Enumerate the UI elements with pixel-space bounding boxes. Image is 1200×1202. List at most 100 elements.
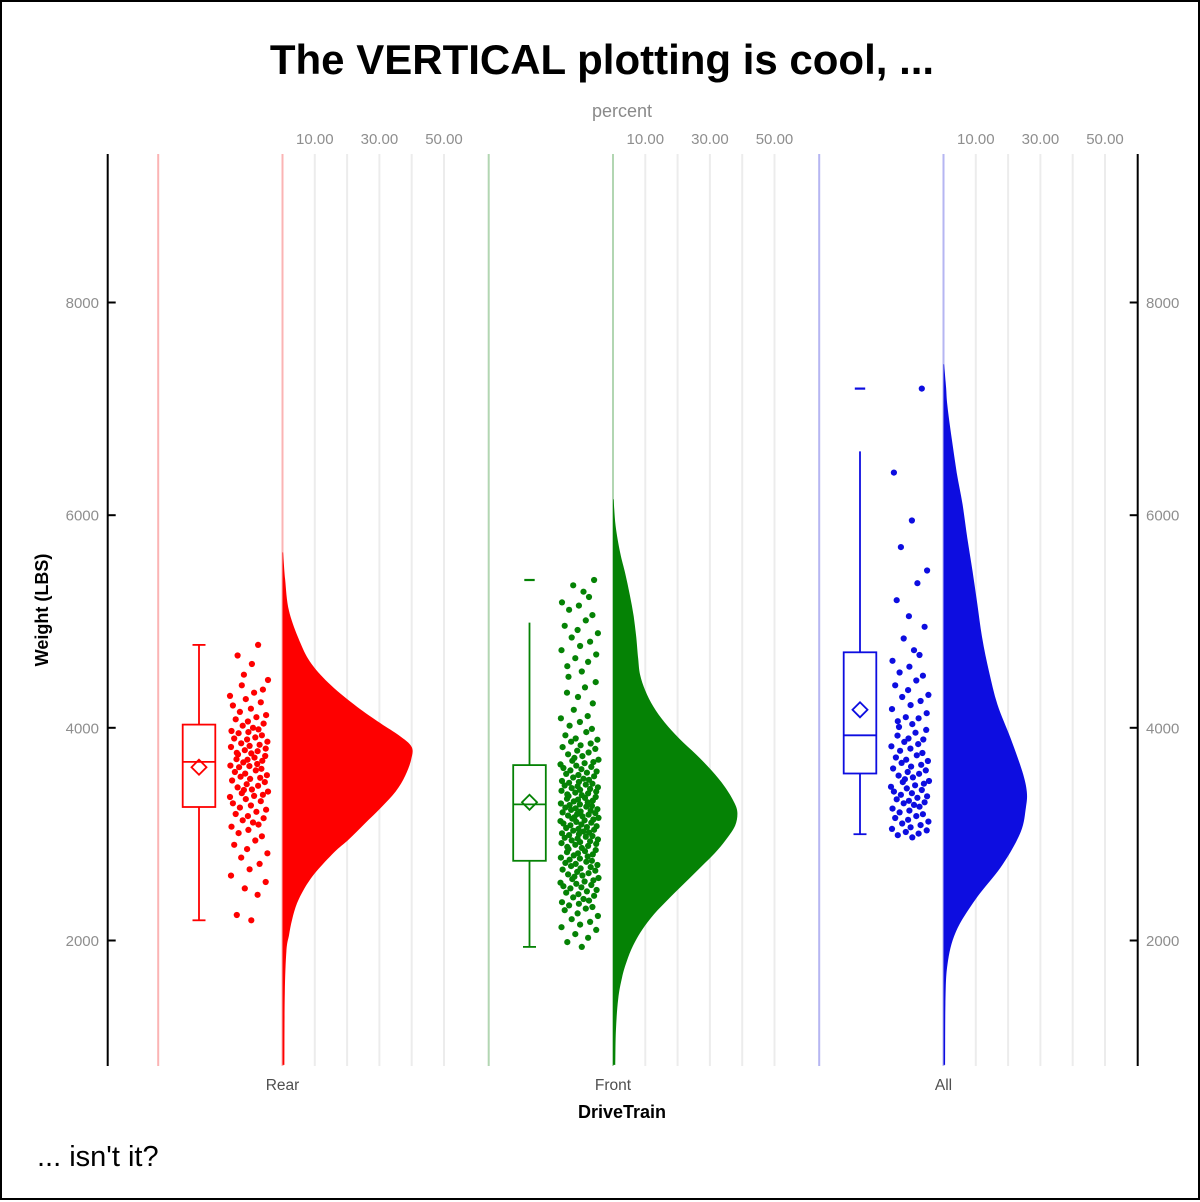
jitter-point bbox=[908, 763, 915, 770]
jitter-point bbox=[588, 881, 595, 889]
jitter-point bbox=[585, 934, 592, 941]
jitter-point bbox=[593, 926, 600, 934]
jitter-point bbox=[229, 800, 236, 807]
jitter-point bbox=[577, 808, 584, 815]
jitter-point bbox=[264, 788, 272, 795]
percent-tick-label: 10.00 bbox=[627, 131, 665, 148]
jitter-point bbox=[581, 684, 589, 691]
jitter-point bbox=[256, 741, 263, 748]
percent-tick-label: 10.00 bbox=[957, 131, 995, 148]
jitter-point bbox=[226, 692, 234, 700]
jitter-point bbox=[589, 903, 596, 911]
jitter-point bbox=[583, 858, 590, 865]
jitter-point bbox=[592, 745, 599, 753]
jitter-point bbox=[577, 865, 584, 872]
jitter-point bbox=[914, 794, 921, 801]
percent-tick-label: 50.00 bbox=[756, 131, 794, 148]
jitter-point bbox=[244, 736, 251, 743]
jitter-point bbox=[915, 715, 922, 722]
jitter-point bbox=[577, 921, 584, 928]
chart-title: The VERTICAL plotting is cool, ... bbox=[270, 36, 934, 83]
jitter-point bbox=[587, 807, 594, 814]
jitter-point bbox=[558, 924, 565, 931]
jitter-point bbox=[921, 623, 928, 630]
jitter-point bbox=[262, 745, 269, 752]
jitter-point bbox=[892, 682, 899, 689]
jitter-point bbox=[914, 580, 921, 587]
jitter-point bbox=[912, 782, 919, 789]
jitter-point bbox=[566, 802, 573, 809]
jitter-point bbox=[559, 866, 566, 873]
jitter-point bbox=[917, 822, 924, 829]
x-axis-title: DriveTrain bbox=[578, 1102, 666, 1122]
jitter-point bbox=[566, 779, 573, 786]
jitter-point bbox=[594, 836, 602, 843]
y-tick-label-right: 2000 bbox=[1146, 933, 1179, 950]
jitter-point bbox=[251, 792, 258, 800]
jitter-point bbox=[889, 657, 896, 664]
y-tick-label-right: 4000 bbox=[1146, 720, 1179, 737]
jitter-point bbox=[583, 824, 591, 831]
jitter-point bbox=[924, 757, 932, 765]
half-violin-rear bbox=[282, 552, 413, 1065]
jitter-point bbox=[905, 797, 913, 804]
jitter-point bbox=[894, 832, 901, 839]
jitter-point bbox=[226, 793, 234, 801]
jitter-point bbox=[260, 720, 267, 727]
jitter-point bbox=[903, 785, 910, 792]
jitter-point bbox=[247, 775, 254, 783]
jitter-point bbox=[588, 802, 596, 810]
jitter-point bbox=[910, 647, 918, 654]
jitter-point bbox=[594, 630, 602, 637]
jitter-point bbox=[254, 891, 261, 898]
jitter-point bbox=[570, 774, 577, 781]
jitter-point bbox=[241, 747, 248, 754]
jitter-point bbox=[566, 856, 573, 863]
jitter-point bbox=[890, 469, 898, 476]
y-tick-label-left: 2000 bbox=[66, 933, 99, 950]
jitter-point bbox=[587, 638, 594, 645]
jitter-point bbox=[583, 769, 591, 776]
jitter-cloud-front bbox=[557, 576, 602, 951]
footer-note: ... isn't it? bbox=[37, 1141, 159, 1173]
jitter-point bbox=[557, 879, 564, 886]
jitter-point bbox=[590, 816, 597, 823]
jitter-point bbox=[249, 724, 257, 731]
jitter-point bbox=[228, 727, 235, 735]
jitter-point bbox=[925, 777, 933, 785]
jitter-point bbox=[231, 841, 238, 848]
jitter-point bbox=[575, 831, 583, 838]
jitter-point bbox=[262, 878, 269, 886]
jitter-point bbox=[248, 660, 255, 668]
jitter-point bbox=[575, 825, 582, 833]
jitter-point bbox=[905, 816, 912, 823]
jitter-point bbox=[564, 939, 571, 946]
jitter-point bbox=[593, 886, 600, 894]
jitter-point bbox=[572, 841, 579, 848]
jitter-point bbox=[585, 776, 593, 783]
jitter-point bbox=[908, 790, 916, 797]
jitter-point bbox=[583, 888, 591, 895]
jitter-point bbox=[565, 812, 572, 819]
jitter-point bbox=[915, 741, 922, 748]
jitter-point bbox=[923, 710, 930, 717]
jitter-point bbox=[244, 813, 251, 820]
jitter-point bbox=[592, 867, 599, 874]
jitter-point bbox=[920, 736, 927, 743]
jitter-point bbox=[564, 843, 571, 851]
jitter-point bbox=[905, 735, 912, 742]
jitter-point bbox=[573, 762, 580, 769]
jitter-point bbox=[565, 871, 572, 878]
jitter-point bbox=[585, 870, 592, 877]
box-iqr bbox=[842, 651, 878, 775]
jitter-point bbox=[581, 760, 588, 767]
jitter-point bbox=[913, 677, 920, 684]
jitter-point bbox=[246, 742, 253, 750]
jitter-point bbox=[256, 860, 263, 868]
jitter-point bbox=[595, 756, 602, 763]
jitter-point bbox=[260, 815, 267, 822]
jitter-point bbox=[888, 706, 896, 713]
percent-tick-label: 30.00 bbox=[1022, 131, 1060, 148]
